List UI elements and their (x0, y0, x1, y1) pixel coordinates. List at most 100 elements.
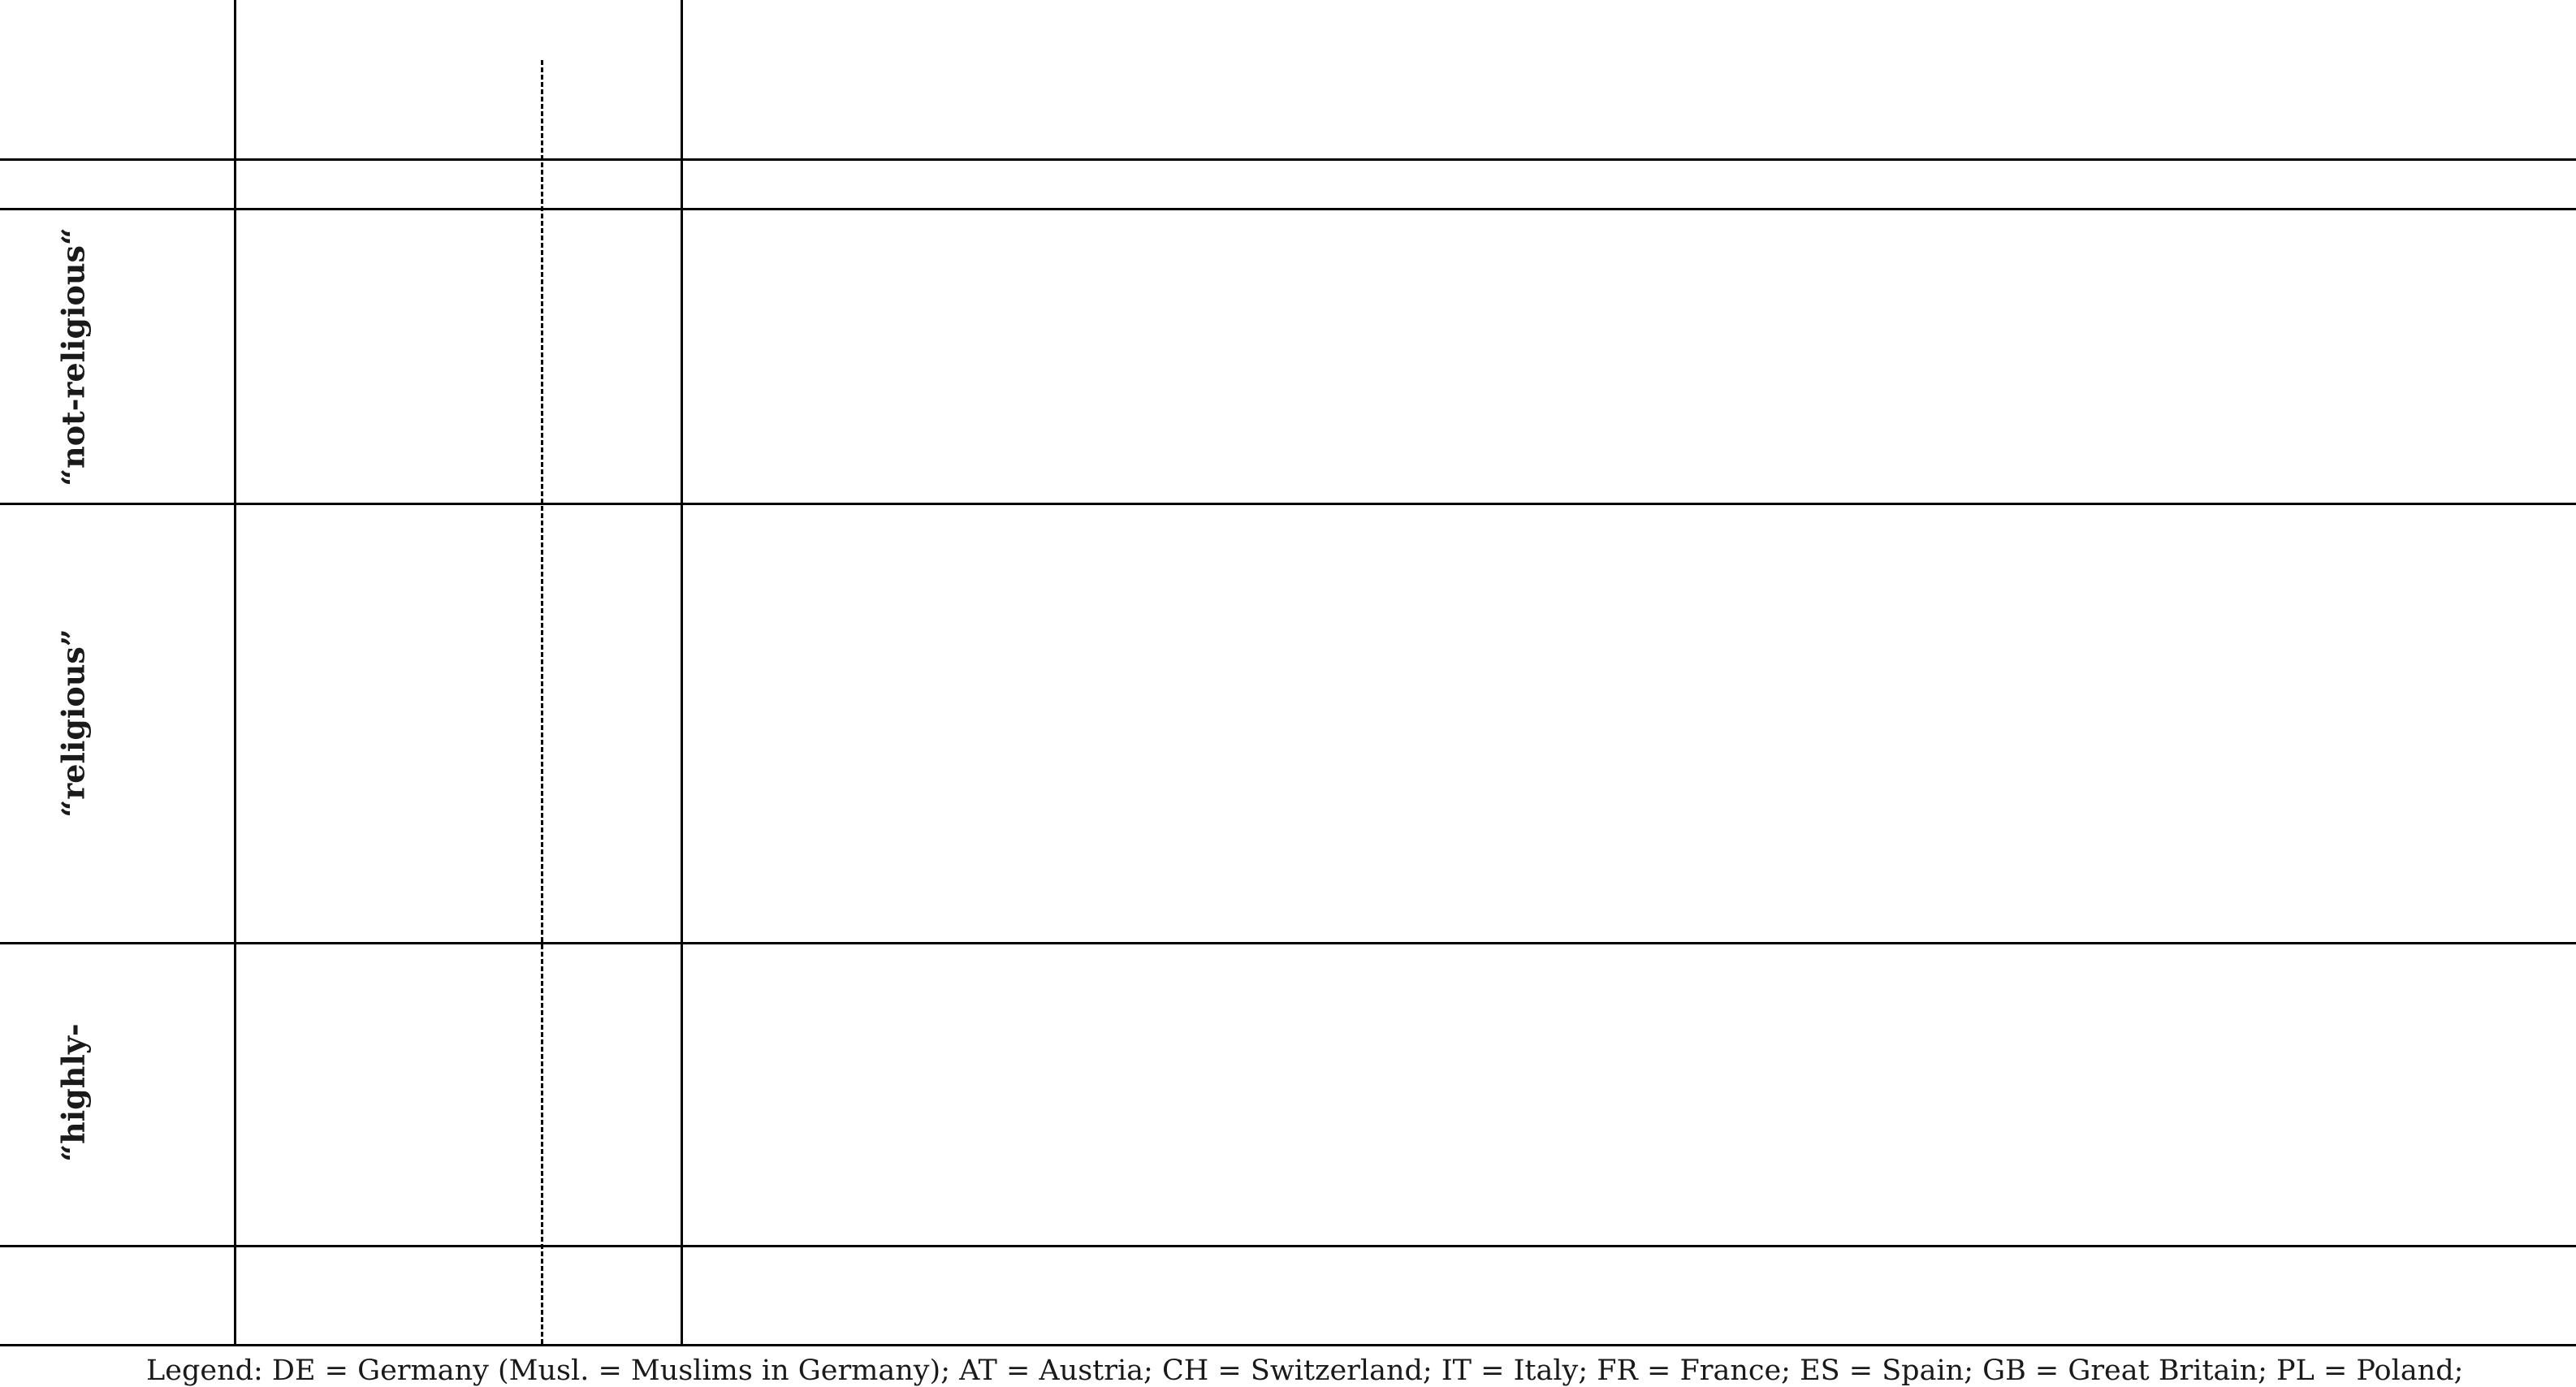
table-cell (1145, 211, 1226, 261)
table-cell (1053, 804, 1135, 853)
table-cell (2196, 953, 2287, 1002)
table-cell (685, 706, 766, 755)
table-cell (777, 508, 858, 557)
stat-value (1713, 1294, 1794, 1343)
table-cell (1517, 1052, 1598, 1101)
table-cell (1426, 408, 1507, 458)
table-cell (236, 706, 326, 755)
table-cell (2003, 1101, 2094, 1151)
stat-value (1236, 1294, 1317, 1343)
table-cell (2098, 557, 2189, 607)
table-cell (1426, 211, 1507, 261)
stat-value (2488, 1246, 2576, 1294)
table-cell (1331, 508, 1437, 557)
table-cell (2196, 1151, 2287, 1200)
table-cell (1805, 607, 1887, 656)
stat-value (777, 1246, 858, 1294)
country-code-header (1713, 10, 1794, 62)
table-cell (960, 211, 1041, 261)
table-cell (1145, 458, 1226, 508)
table-cell (1612, 853, 1693, 903)
table-cell (1236, 903, 1317, 953)
table-cell (2003, 953, 2094, 1002)
table-cell (445, 656, 536, 706)
table-cell (2392, 656, 2483, 706)
table-cell (2488, 1052, 2576, 1101)
table-cell (1517, 607, 1598, 656)
table-cell (236, 1151, 326, 1200)
table-cell (342, 458, 433, 508)
table-cell (1612, 1200, 1693, 1250)
table-cell (1331, 1151, 1437, 1200)
stat-value (2196, 1246, 2287, 1294)
table-cell (2392, 853, 2483, 903)
table-cell (544, 1101, 666, 1151)
table-cell (1053, 458, 1135, 508)
table-cell (2196, 903, 2287, 953)
table-cell (960, 508, 1041, 557)
rule-under-n (0, 158, 2576, 161)
table-cell (960, 853, 1041, 903)
table-cell (2003, 754, 2094, 804)
table-cell (2293, 804, 2384, 853)
table-cell (1331, 656, 1437, 706)
table-cell (544, 1151, 666, 1200)
table-cell (2392, 804, 2483, 853)
table-cell (1236, 408, 1317, 458)
table-cell (342, 903, 433, 953)
crs-score-value (118, 458, 215, 508)
table-cell (1805, 656, 1887, 706)
table-cell (342, 260, 433, 309)
country-code-header (777, 10, 858, 62)
stat-value (1426, 1294, 1507, 1343)
group-label: “highly- (32, 942, 114, 1242)
table-cell (1612, 754, 1693, 804)
rule-under-section-header (0, 208, 2576, 210)
table-cell (1145, 1002, 1226, 1052)
table-cell (1053, 1101, 1135, 1151)
table-cell (869, 607, 950, 656)
table-cell (2196, 1200, 2287, 1250)
table-cell (1805, 1200, 1887, 1250)
table-cell (1053, 508, 1135, 557)
country-header (32, 10, 219, 62)
sample-size-value (1898, 109, 1995, 159)
table-cell (2196, 656, 2287, 706)
sample-size-value (236, 109, 326, 159)
stat-value (685, 1294, 766, 1343)
group-label-text: “religious” (54, 628, 92, 818)
table-cell (445, 1002, 536, 1052)
stat-value (1805, 1294, 1887, 1343)
table-cell (2196, 211, 2287, 261)
table-cell (2488, 508, 2576, 557)
stat-value (1236, 1246, 1317, 1294)
table-cell (1805, 853, 1887, 903)
table-cell (1426, 1151, 1507, 1200)
table-cell (544, 408, 666, 458)
stat-value (1426, 1246, 1507, 1294)
table-cell (1053, 211, 1135, 261)
table-cell (1426, 853, 1507, 903)
stat-value (960, 1294, 1041, 1343)
table-cell (1805, 903, 1887, 953)
sample-size-value (2098, 109, 2189, 159)
table-cell (1331, 211, 1437, 261)
sample-size-value (1517, 109, 1598, 159)
table-cell (869, 1052, 950, 1101)
table-cell (236, 1052, 326, 1101)
table-cell (1053, 706, 1135, 755)
table-cell (1331, 804, 1437, 853)
table-cell (2488, 656, 2576, 706)
table-cell (1612, 903, 1693, 953)
table-cell (2293, 706, 2384, 755)
legend-text: Legend: DE = Germany (Musl. = Muslims in… (146, 1355, 2464, 1387)
table-cell (2293, 260, 2384, 309)
table-cell (2293, 1052, 2384, 1101)
sample-size-value (777, 109, 858, 159)
table-cell (1053, 607, 1135, 656)
table-cell (2196, 706, 2287, 755)
table-cell (2098, 804, 2189, 853)
table-cell (2196, 359, 2287, 408)
crs-score-value (118, 953, 215, 1002)
